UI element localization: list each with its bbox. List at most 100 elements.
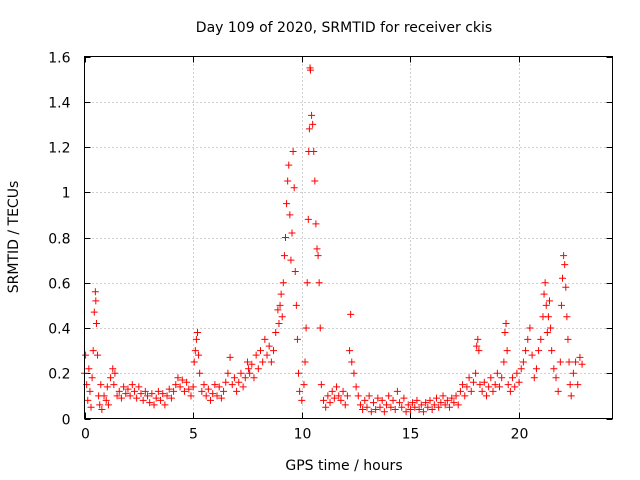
data-point (90, 308, 98, 316)
data-point (167, 394, 175, 402)
data-point (328, 387, 336, 395)
y-tick-label: 1 (62, 186, 71, 202)
data-point (152, 394, 160, 402)
data-point (369, 399, 377, 407)
data-point (92, 297, 100, 305)
data-point (339, 387, 347, 395)
data-point (189, 383, 197, 391)
data-point (526, 324, 534, 332)
data-point (324, 392, 332, 400)
data-point (272, 329, 280, 337)
data-point (314, 252, 322, 260)
data-point (289, 148, 297, 156)
data-point (270, 347, 278, 355)
data-point (385, 392, 393, 400)
data-point (280, 252, 288, 260)
y-tick-label: 0.6 (48, 277, 70, 293)
data-point (400, 394, 408, 402)
data-point (170, 387, 178, 395)
data-point (503, 347, 511, 355)
data-point (267, 358, 275, 366)
data-point (172, 381, 180, 389)
data-point (459, 381, 467, 389)
data-point (89, 347, 97, 355)
data-point (290, 184, 298, 192)
data-point (513, 369, 521, 377)
data-point (419, 408, 427, 416)
data-point (133, 394, 141, 402)
data-point (84, 396, 92, 404)
data-point (543, 329, 551, 337)
data-point (148, 390, 156, 398)
data-point (195, 351, 203, 359)
data-point (548, 347, 556, 355)
data-point (380, 408, 388, 416)
data-point (359, 405, 367, 413)
data-point (254, 365, 262, 373)
data-point (506, 387, 514, 395)
data-point (557, 301, 565, 309)
data-point (215, 383, 223, 391)
data-point (430, 401, 438, 409)
data-point (437, 399, 445, 407)
data-point (309, 120, 317, 128)
data-point (275, 319, 283, 327)
data-point (120, 383, 128, 391)
data-point (257, 347, 264, 355)
data-point (263, 351, 271, 359)
data-point (356, 401, 364, 409)
data-point (396, 399, 404, 407)
data-point (285, 161, 293, 169)
data-point (552, 374, 560, 382)
y-tick-label: 0.8 (48, 232, 70, 248)
data-point (241, 374, 249, 382)
data-point (286, 211, 294, 219)
data-point (473, 342, 481, 350)
data-point (293, 335, 301, 343)
data-point (303, 279, 311, 287)
data-point (284, 177, 292, 185)
data-point (163, 392, 171, 400)
data-point (578, 360, 586, 368)
data-point (122, 390, 130, 398)
data-point (165, 385, 173, 393)
data-point (524, 335, 532, 343)
data-point (213, 392, 221, 400)
data-point (248, 360, 256, 368)
data-point (304, 215, 312, 223)
data-point (310, 148, 318, 156)
data-point (287, 256, 295, 264)
data-point (346, 347, 354, 355)
x-tick-label: 10 (294, 427, 312, 443)
data-point (196, 369, 204, 377)
data-point (279, 279, 287, 287)
data-point (274, 306, 282, 314)
data-point (130, 387, 138, 395)
data-point (537, 335, 545, 343)
data-point (341, 401, 349, 409)
data-point (463, 383, 471, 391)
data-point (228, 381, 236, 389)
x-axis-label: GPS time / hours (285, 458, 402, 474)
data-point (439, 392, 447, 400)
data-point (350, 369, 358, 377)
data-point (491, 381, 499, 389)
data-point (209, 390, 217, 398)
data-point (288, 229, 296, 237)
data-point (330, 394, 338, 402)
data-point (202, 392, 210, 400)
data-point (337, 396, 345, 404)
data-point (554, 387, 562, 395)
data-point (296, 387, 304, 395)
data-point (176, 383, 184, 391)
data-point (387, 403, 395, 411)
data-point (246, 369, 254, 377)
data-point (389, 396, 397, 404)
data-point (250, 374, 258, 382)
data-point (569, 369, 577, 377)
data-point (141, 387, 149, 395)
data-point (528, 351, 536, 359)
data-point (226, 353, 234, 361)
data-point (283, 200, 291, 208)
